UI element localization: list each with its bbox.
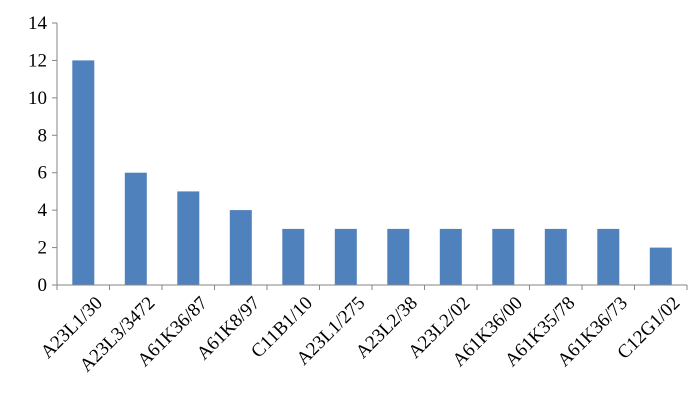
y-axis-ticks: 0 2 4 6 8 10 12 14 xyxy=(28,13,57,296)
y-tick-label: 0 xyxy=(38,275,48,296)
bar-a61k36-73 xyxy=(597,228,620,285)
bar-a23l2-02 xyxy=(439,228,462,285)
bar-a61k8-97 xyxy=(229,210,252,285)
y-tick-label: 6 xyxy=(38,163,48,184)
bar-a23l1-275 xyxy=(334,228,357,285)
bar-a61k35-78 xyxy=(544,228,567,285)
y-tick-label: 8 xyxy=(38,125,48,146)
bars xyxy=(72,60,672,286)
y-tick-label: 12 xyxy=(28,50,47,71)
x-axis-labels: A23L1/30A23L3/3472A61K36/87A61K8/97C11B1… xyxy=(37,293,685,377)
bar-a61k36-87 xyxy=(177,191,200,285)
bar-c12g1-02 xyxy=(649,247,672,285)
bar-a23l1-30 xyxy=(72,60,95,286)
bar-a23l2-38 xyxy=(387,228,410,285)
bar-c11b1-10 xyxy=(282,228,305,285)
y-tick-label: 14 xyxy=(28,13,48,34)
bar-a61k36-00 xyxy=(492,228,515,285)
axes xyxy=(56,23,688,290)
y-tick-label: 2 xyxy=(38,238,48,259)
y-tick-label: 10 xyxy=(28,88,47,109)
bar-a23l3-3472 xyxy=(124,172,147,285)
y-tick-label: 4 xyxy=(38,200,48,221)
